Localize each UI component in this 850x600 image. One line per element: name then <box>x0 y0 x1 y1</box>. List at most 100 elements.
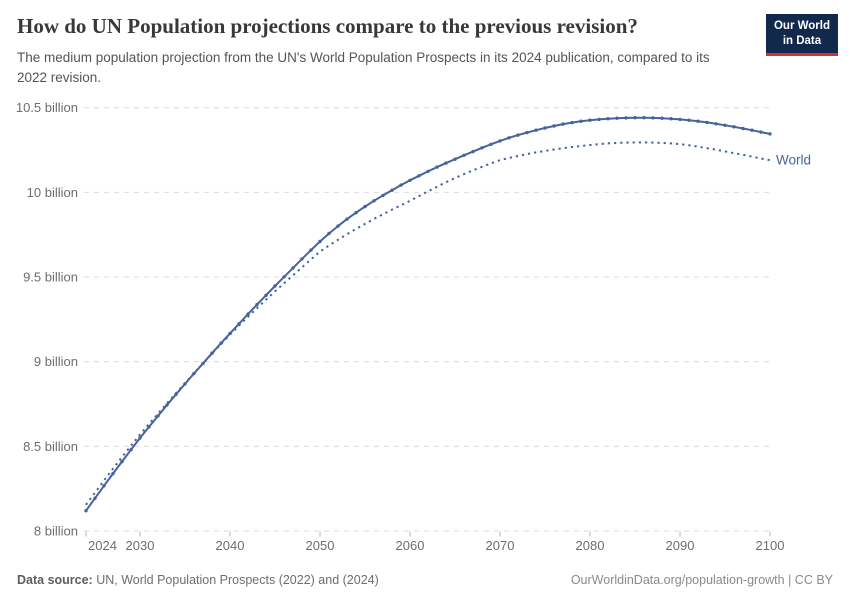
data-point-marker <box>642 116 646 120</box>
data-point-marker <box>750 128 754 132</box>
data-point-marker <box>534 128 538 132</box>
data-point-marker <box>435 165 439 169</box>
data-point-marker <box>426 169 430 174</box>
data-point-marker <box>516 133 520 137</box>
data-source-text: UN, World Population Prospects (2022) an… <box>92 573 379 587</box>
data-point-marker <box>345 217 349 221</box>
data-point-marker <box>687 118 691 122</box>
data-point-marker <box>111 471 115 476</box>
data-point-marker <box>201 361 205 366</box>
data-point-marker <box>246 312 250 316</box>
data-point-marker <box>471 149 475 154</box>
data-point-marker <box>678 117 682 122</box>
data-point-marker <box>597 117 601 122</box>
entity-label-world[interactable]: World <box>776 153 811 168</box>
x-axis-tick-label: 2090 <box>666 538 695 553</box>
projection-line-2022-markers <box>84 116 772 513</box>
data-point-marker <box>156 414 160 418</box>
data-point-marker <box>462 153 466 157</box>
data-point-marker <box>408 178 412 182</box>
y-axis-tick-label: 10 billion <box>27 185 78 200</box>
x-axis-tick-label: 2050 <box>306 538 335 553</box>
data-point-marker <box>381 193 385 198</box>
data-point-marker <box>498 139 502 143</box>
data-point-marker <box>651 116 655 120</box>
data-point-marker <box>741 126 745 131</box>
x-axis-tick-label: 2100 <box>756 538 785 553</box>
data-point-marker <box>165 403 169 407</box>
owid-logo-line1: Our World <box>773 20 830 32</box>
x-axis-tick-label: 2030 <box>126 538 155 553</box>
data-point-marker <box>696 119 700 123</box>
data-point-marker <box>660 116 664 120</box>
y-axis-tick-label: 9.5 billion <box>23 270 78 285</box>
data-point-marker <box>84 509 88 513</box>
data-point-marker <box>93 496 97 500</box>
chart-footer: Data source: UN, World Population Prospe… <box>17 573 833 587</box>
data-point-marker <box>372 199 376 203</box>
data-point-marker <box>606 117 610 121</box>
attribution-link[interactable]: OurWorldinData.org/population-growth | C… <box>570 573 833 587</box>
data-point-marker <box>354 211 358 215</box>
data-point-marker <box>489 142 493 146</box>
data-point-marker <box>552 124 556 128</box>
x-axis-tick-label: 2024 <box>88 538 117 553</box>
data-point-marker <box>570 120 574 125</box>
data-point-marker <box>768 132 772 136</box>
data-point-marker <box>561 122 565 126</box>
owid-logo-line2: in Data <box>782 34 822 47</box>
data-point-marker <box>120 459 124 464</box>
data-point-marker <box>480 146 484 150</box>
data-point-marker <box>507 136 511 140</box>
data-point-marker <box>525 130 529 135</box>
data-point-marker <box>399 183 403 187</box>
data-point-marker <box>129 448 133 452</box>
data-point-marker <box>759 130 763 134</box>
data-point-marker <box>291 266 295 270</box>
projection-line-2024-dotted[interactable] <box>85 141 771 506</box>
y-axis-tick-label: 8 billion <box>34 524 78 539</box>
data-point-marker <box>453 157 457 161</box>
data-point-marker <box>615 116 619 120</box>
data-point-marker <box>309 248 313 252</box>
data-point-marker <box>138 436 142 440</box>
data-point-marker <box>624 116 628 120</box>
owid-logo[interactable]: Our World in Data <box>765 14 838 56</box>
y-axis-tick-label: 10.5 billion <box>16 100 78 115</box>
page-title: How do UN Population projections compare… <box>17 14 638 38</box>
projection-line-2022-solid[interactable] <box>85 116 771 512</box>
x-axis-tick-label: 2040 <box>216 538 245 553</box>
data-point-marker <box>273 284 277 288</box>
x-axis-tick-label: 2070 <box>486 538 515 553</box>
data-point-marker <box>417 174 421 178</box>
data-point-marker <box>336 224 340 228</box>
data-point-marker <box>300 257 304 261</box>
data-point-marker <box>264 293 268 297</box>
data-point-marker <box>390 188 394 192</box>
data-point-marker <box>543 126 547 130</box>
y-axis-tick-label: 8.5 billion <box>23 439 78 454</box>
data-point-marker <box>444 161 448 165</box>
chart-subtitle: The medium population projection from th… <box>17 50 710 86</box>
data-point-marker <box>669 117 673 121</box>
data-source-label: Data source: <box>17 573 93 587</box>
data-point-marker <box>363 204 367 209</box>
y-axis-tick-label: 9 billion <box>34 354 78 369</box>
data-point-marker <box>318 239 322 244</box>
data-point-marker <box>723 123 727 128</box>
data-point-marker <box>282 275 286 279</box>
data-point-marker <box>732 125 736 129</box>
data-point-marker <box>327 231 331 236</box>
x-axis-tick-label: 2080 <box>576 538 605 553</box>
data-point-marker <box>579 119 583 123</box>
data-point-marker <box>255 302 259 307</box>
data-source-note: Data source: UN, World Population Prospe… <box>17 573 379 587</box>
data-point-marker <box>633 116 637 120</box>
chart-header: How do UN Population projections compare… <box>17 14 850 89</box>
data-point-marker <box>588 118 592 122</box>
data-point-marker <box>705 120 709 125</box>
x-axis-tick-label: 2060 <box>396 538 425 553</box>
data-point-marker <box>102 484 106 488</box>
